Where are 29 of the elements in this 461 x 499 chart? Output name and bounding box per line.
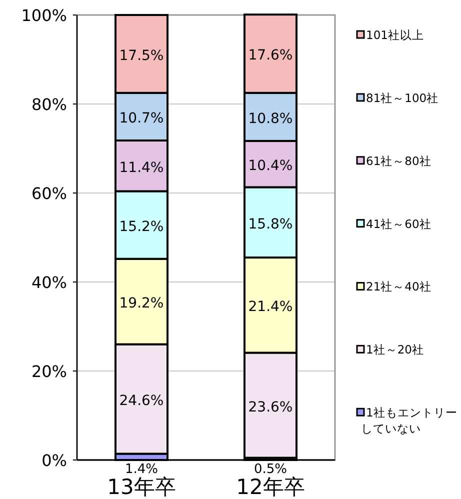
data-label: 0.5% [254,462,288,477]
legend-label: 21社～40社 [366,280,432,294]
y-tick-label: 0% [42,451,67,470]
data-label: 11.4% [119,160,164,176]
data-label: 15.2% [119,219,164,236]
legend-label: 81社～100社 [366,90,439,105]
y-tick-label: 20% [31,362,67,381]
data-label: 19.2% [119,296,164,312]
data-label: 10.7% [119,110,164,127]
x-tick-label: 12年卒 [236,475,305,499]
data-label: 23.6% [248,399,293,416]
legend-label: 41社～60社 [366,216,432,231]
legend-label: 61社～80社 [366,154,432,168]
legend-label: 1社～20社 [366,342,424,357]
data-label: 21.4% [248,299,293,316]
x-tick-label: 13年卒 [107,475,176,499]
data-label: 17.5% [119,48,164,64]
data-label: 15.8% [248,216,293,232]
legend-label: 1社もエントリーしていない [361,406,458,436]
legend-label: 101社以上 [366,28,424,42]
data-label: 1.4% [124,462,158,477]
data-label: 24.6% [119,393,164,410]
data-label: 17.6% [248,48,293,64]
data-label: 10.4% [248,158,293,174]
y-tick-label: 60% [31,184,67,203]
y-tick-label: 100% [21,6,67,25]
data-label: 10.8% [248,110,293,127]
y-tick-label: 80% [31,95,67,114]
y-tick-label: 40% [31,273,67,292]
